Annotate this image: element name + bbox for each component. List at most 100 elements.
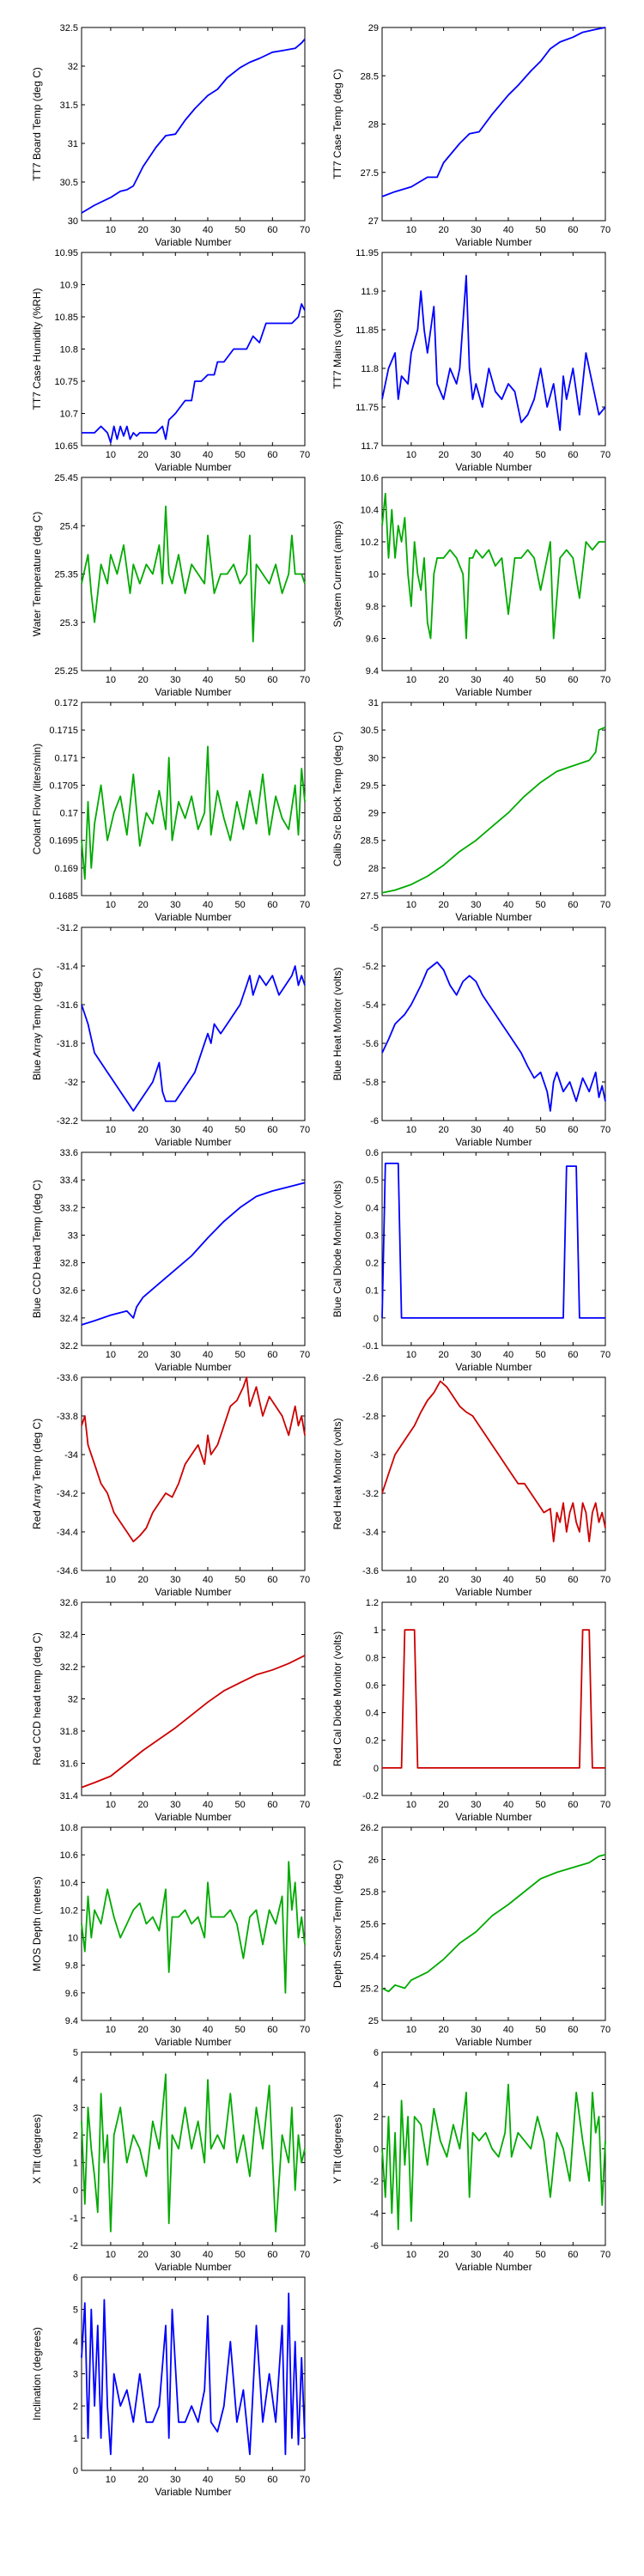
x-tick-label: 60 [568, 900, 578, 910]
series-line [381, 2083, 606, 2231]
x-tick-label: 60 [568, 675, 578, 685]
x-tick-label: 60 [267, 225, 277, 235]
x-tick-label: 20 [438, 1575, 448, 1585]
x-tick-label: 40 [503, 2025, 513, 2035]
x-tick-label: 20 [438, 675, 448, 685]
x-tick-label: 50 [536, 900, 546, 910]
x-tick-label: 50 [536, 675, 546, 685]
series-line [381, 726, 606, 894]
x-tick-label: 20 [137, 1350, 148, 1360]
y-tick-label: 32.6 [60, 1286, 78, 1297]
y-tick-label: -2.6 [362, 1373, 379, 1383]
x-tick-label: 50 [536, 1800, 546, 1810]
y-tick-label: 1 [73, 2434, 78, 2445]
x-tick-label: 50 [235, 1800, 246, 1810]
x-tick-label: 30 [170, 675, 180, 685]
x-tick-label: 50 [536, 2250, 546, 2260]
series-line [381, 1854, 606, 1993]
y-tick-label: 10.95 [54, 248, 78, 258]
y-tick-label: 0 [374, 2145, 379, 2155]
series-line [81, 745, 306, 880]
x-tick-label: 30 [471, 1125, 481, 1135]
y-tick-label: 4 [73, 2337, 78, 2348]
x-tick-label: 50 [235, 2250, 246, 2260]
x-tick-label: 70 [600, 1800, 611, 1810]
plot-frame [81, 2276, 306, 2471]
y-tick-label: 28 [368, 120, 379, 131]
x-tick-label: 40 [203, 2250, 213, 2260]
chart-panel: 31.4 31.6 31.8 32 32.2 32.4 32.6 10 20 30 40 50 60 70… [31, 1598, 310, 1823]
x-tick-label: 70 [600, 1125, 611, 1135]
x-tick-label: 40 [203, 450, 213, 460]
x-tick-label: 60 [267, 2250, 277, 2260]
x-tick-label: 60 [568, 1350, 578, 1360]
x-axis-label: Variable Number [455, 2036, 532, 2048]
y-tick-label: 25.4 [60, 521, 78, 532]
y-axis-label: TT7 Board Temp (deg C) [31, 67, 43, 181]
y-tick-label: 26.2 [361, 1823, 379, 1833]
y-tick-label: 29.5 [361, 781, 379, 791]
series-line [81, 965, 306, 1112]
y-tick-label: 10.7 [60, 410, 78, 420]
y-tick-label: 28 [368, 864, 379, 874]
x-tick-label: 10 [106, 450, 116, 460]
plot-frame [381, 27, 606, 222]
y-axis-label: TT7 Case Temp (deg C) [331, 69, 343, 179]
x-tick-label: 10 [406, 1800, 416, 1810]
y-tick-label: 31 [68, 139, 78, 149]
y-tick-label: -3.4 [362, 1528, 379, 1538]
x-tick-label: 40 [503, 1350, 513, 1360]
x-tick-label: 40 [203, 675, 213, 685]
x-tick-label: 30 [170, 2475, 180, 2485]
chart-panel: 0 1 2 3 4 5 6 10 20 30 40 50 60 70 Variable Number Incl… [31, 2273, 310, 2498]
y-tick-label: -0.1 [362, 1341, 379, 1352]
y-tick-label: 0.3 [366, 1230, 379, 1241]
y-tick-label: -2 [70, 2241, 78, 2251]
x-tick-label: 20 [137, 1575, 148, 1585]
y-tick-label: 30.5 [60, 178, 78, 188]
y-axis-label: TT7 Mains (volts) [331, 309, 343, 389]
x-tick-label: 50 [536, 1125, 546, 1135]
y-tick-label: 31.8 [60, 1727, 78, 1737]
chart-panel: 27 27.5 28 28.5 29 10 20 30 40 50 60 70 Variable Num… [331, 23, 611, 248]
y-tick-label: 9.6 [366, 635, 379, 645]
chart-panel: -6 -4 -2 0 2 4 6 10 20 30 40 50 60 70 Variable Number Y… [331, 2048, 611, 2273]
x-tick-label: 40 [203, 900, 213, 910]
x-tick-label: 20 [137, 1800, 148, 1810]
x-tick-label: 10 [106, 225, 116, 235]
y-tick-label: 25.4 [361, 1952, 379, 1962]
y-tick-label: 0.2 [366, 1736, 379, 1747]
x-tick-label: 50 [235, 1575, 246, 1585]
x-tick-label: 50 [235, 2025, 246, 2035]
y-tick-label: 10.8 [60, 345, 78, 355]
x-tick-label: 10 [406, 450, 416, 460]
chart-panel: 27.5 28 28.5 29 29.5 30 30.5 31 10 20 30 40 50 60 70 Va… [331, 698, 611, 923]
y-tick-label: 11.9 [361, 287, 379, 297]
y-tick-label: 30 [368, 753, 379, 763]
y-tick-label: 28.5 [361, 836, 379, 847]
y-tick-label: 10 [368, 570, 379, 580]
x-tick-label: 10 [106, 1575, 116, 1585]
y-tick-label: 4 [73, 2075, 78, 2086]
y-axis-label: Blue CCD Head Temp (deg C) [31, 1180, 43, 1318]
y-tick-label: 2 [73, 2402, 78, 2412]
x-tick-label: 20 [438, 225, 448, 235]
series-line [81, 1861, 306, 1994]
y-tick-label: 10.4 [60, 1878, 78, 1888]
x-tick-label: 60 [267, 1350, 277, 1360]
plot-frame [381, 1151, 606, 1346]
plot-frame [81, 27, 306, 222]
y-tick-label: 32.4 [60, 1314, 78, 1324]
x-tick-label: 60 [568, 1575, 578, 1585]
y-tick-label: 10.75 [54, 377, 78, 387]
chart-panel: -6 -5.8 -5.6 -5.4 -5.2 -5 10 20 30 40 50 60 70 Variab… [331, 923, 611, 1148]
x-tick-label: 20 [438, 1125, 448, 1135]
x-tick-label: 30 [471, 1800, 481, 1810]
series-line [381, 1380, 606, 1543]
y-axis-label: Red Cal Diode Monitor (volts) [331, 1631, 343, 1766]
x-axis-label: Variable Number [155, 2486, 231, 2498]
x-tick-label: 50 [235, 900, 246, 910]
x-tick-label: 40 [203, 1350, 213, 1360]
x-tick-label: 10 [106, 2475, 116, 2485]
x-tick-label: 40 [503, 1125, 513, 1135]
